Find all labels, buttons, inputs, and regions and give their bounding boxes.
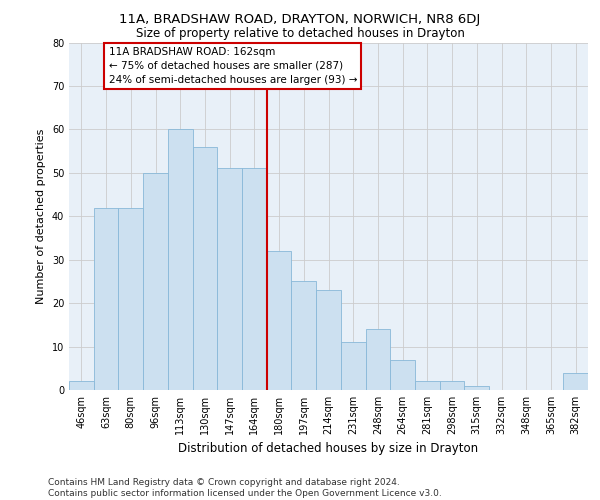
Bar xyxy=(118,208,143,390)
Bar xyxy=(94,208,118,390)
Bar xyxy=(464,386,489,390)
Bar xyxy=(242,168,267,390)
Bar xyxy=(217,168,242,390)
Bar xyxy=(267,251,292,390)
Bar xyxy=(316,290,341,390)
X-axis label: Distribution of detached houses by size in Drayton: Distribution of detached houses by size … xyxy=(178,442,479,456)
Text: Size of property relative to detached houses in Drayton: Size of property relative to detached ho… xyxy=(136,28,464,40)
Bar xyxy=(390,360,415,390)
Text: Contains HM Land Registry data © Crown copyright and database right 2024.
Contai: Contains HM Land Registry data © Crown c… xyxy=(48,478,442,498)
Bar xyxy=(292,282,316,390)
Bar xyxy=(415,382,440,390)
Y-axis label: Number of detached properties: Number of detached properties xyxy=(36,128,46,304)
Bar xyxy=(193,147,217,390)
Bar xyxy=(69,382,94,390)
Bar xyxy=(168,130,193,390)
Text: 11A BRADSHAW ROAD: 162sqm
← 75% of detached houses are smaller (287)
24% of semi: 11A BRADSHAW ROAD: 162sqm ← 75% of detac… xyxy=(109,47,357,85)
Bar xyxy=(143,173,168,390)
Bar xyxy=(440,382,464,390)
Bar xyxy=(341,342,365,390)
Bar xyxy=(365,329,390,390)
Bar xyxy=(563,372,588,390)
Text: 11A, BRADSHAW ROAD, DRAYTON, NORWICH, NR8 6DJ: 11A, BRADSHAW ROAD, DRAYTON, NORWICH, NR… xyxy=(119,12,481,26)
